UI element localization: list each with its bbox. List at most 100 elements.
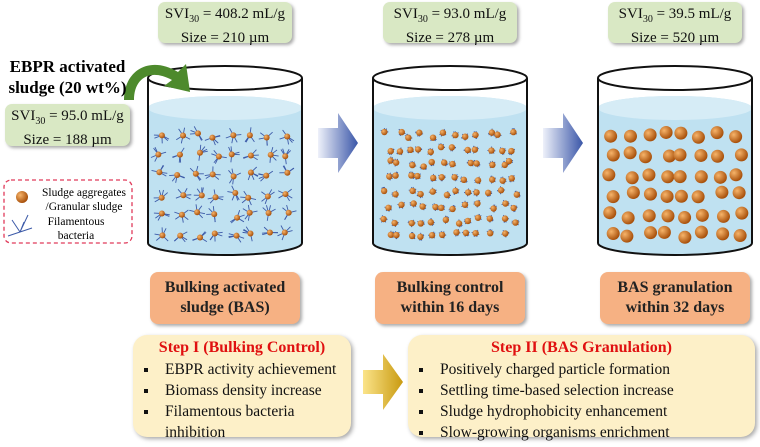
sludge-particle bbox=[449, 160, 456, 168]
sludge-particle bbox=[488, 176, 496, 183]
stage-size: Size = 210 µm bbox=[180, 30, 270, 46]
sludge-particle bbox=[432, 203, 439, 211]
sludge-particle bbox=[695, 208, 709, 222]
water-surface bbox=[148, 96, 302, 120]
water-surface bbox=[373, 96, 527, 120]
sludge-particle bbox=[694, 170, 708, 184]
sludge-particle bbox=[408, 172, 415, 179]
step-1-box: Step I (Bulking Control) EBPR activity a… bbox=[133, 335, 351, 441]
sludge-particle bbox=[158, 132, 165, 139]
sludge-particle bbox=[673, 148, 687, 162]
sludge-particle bbox=[156, 169, 163, 176]
sludge-particle bbox=[623, 129, 637, 143]
sludge-particle bbox=[282, 153, 289, 160]
sludge-particle bbox=[673, 170, 687, 184]
sludge-particle bbox=[678, 211, 692, 225]
sludge-particle bbox=[439, 129, 447, 136]
sludge-particle bbox=[245, 194, 252, 201]
sludge-particle bbox=[284, 169, 291, 176]
sludge-particle bbox=[713, 170, 727, 184]
sludge-particle bbox=[464, 217, 472, 225]
sludge-particle bbox=[246, 132, 253, 139]
step-1-item: EBPR activity achievement bbox=[159, 359, 351, 380]
sludge-particle bbox=[158, 210, 165, 217]
svi-label: SVI bbox=[164, 6, 190, 22]
sludge-particle bbox=[427, 148, 434, 156]
sludge-particle bbox=[625, 171, 639, 185]
sludge-particle bbox=[494, 131, 501, 138]
sludge-particle bbox=[211, 230, 218, 237]
sludge-particle bbox=[474, 200, 481, 207]
sludge-particle bbox=[385, 204, 392, 211]
sludge-particle bbox=[513, 191, 521, 198]
step-1-title: Step I (Bulking Control) bbox=[158, 339, 326, 356]
input-svi-box: SVI30 = 95.0 mL/g Size = 188 µm bbox=[5, 104, 130, 148]
sludge-particle bbox=[467, 159, 475, 167]
sludge-particle bbox=[176, 151, 183, 158]
sludge-particle bbox=[453, 229, 460, 236]
sludge-particle bbox=[497, 187, 505, 194]
sludge-particle bbox=[408, 219, 415, 227]
sludge-particle bbox=[198, 192, 205, 199]
water-surface bbox=[598, 96, 752, 120]
sludge-particle bbox=[735, 206, 749, 220]
step-1-list: EBPR activity achievementBiomass density… bbox=[133, 359, 351, 443]
sludge-particle bbox=[462, 229, 470, 237]
sludge-particle bbox=[437, 143, 445, 151]
sludge-particle bbox=[380, 215, 387, 223]
sludge-particle bbox=[405, 134, 412, 141]
sludge-particle bbox=[428, 232, 436, 239]
stage-label-line-2: sludge (BAS) bbox=[180, 299, 270, 316]
sludge-particle bbox=[472, 229, 479, 237]
sludge-particle bbox=[417, 190, 424, 198]
sludge-particle bbox=[407, 146, 414, 154]
legend-box bbox=[3, 179, 133, 244]
sludge-particle bbox=[391, 219, 398, 227]
sludge-particle bbox=[638, 150, 652, 164]
sludge-particle bbox=[387, 231, 395, 238]
sludge-particle bbox=[443, 191, 451, 199]
sludge-particle bbox=[393, 231, 400, 239]
sludge-particle bbox=[452, 131, 459, 139]
sludge-particle bbox=[380, 187, 388, 195]
sludge-particle bbox=[678, 230, 692, 244]
sludge-particle bbox=[512, 219, 519, 226]
sludge-particle bbox=[715, 185, 729, 199]
sludge-particle bbox=[606, 190, 620, 204]
sludge-particle bbox=[212, 194, 219, 201]
sludge-particle bbox=[691, 130, 705, 144]
sludge-particle bbox=[474, 214, 482, 221]
sludge-particle bbox=[414, 172, 421, 180]
sludge-particle bbox=[471, 146, 479, 153]
sludge-particle bbox=[438, 231, 446, 239]
svi-value: = 95.0 mL/g bbox=[45, 108, 124, 124]
sludge-particle bbox=[488, 129, 496, 136]
stage-svi-line: SVI30 = 39.5 mL/g bbox=[608, 5, 742, 29]
sludge-particle bbox=[285, 209, 292, 216]
sludge-particle bbox=[508, 147, 515, 155]
sludge-particle bbox=[464, 146, 471, 154]
sludge-particle bbox=[284, 133, 291, 140]
green-curved-arrow bbox=[124, 64, 190, 100]
sludge-particle bbox=[266, 229, 273, 236]
step-2-item: Sludge hydrophobicity enhancement bbox=[434, 401, 755, 422]
legend-filaments: Filamentous bacteria bbox=[47, 216, 105, 242]
sludge-particle bbox=[215, 153, 222, 160]
sludge-particle bbox=[474, 177, 482, 184]
sludge-particle bbox=[449, 205, 456, 213]
sludge-particle bbox=[455, 220, 463, 227]
sludge-particle bbox=[510, 204, 517, 212]
sludge-particle bbox=[716, 209, 730, 223]
stage-label-line-2: within 32 days bbox=[625, 299, 725, 316]
sludge-particle bbox=[197, 234, 204, 241]
step-2-item: Slow-growing organisms enrichment bbox=[434, 422, 755, 443]
sludge-particle bbox=[420, 163, 427, 170]
sludge-particle bbox=[505, 157, 513, 165]
sludge-particle bbox=[438, 204, 445, 212]
sludge-particle bbox=[674, 126, 688, 140]
stage-label-line-1: Bulking control bbox=[396, 279, 504, 296]
sludge-particle bbox=[234, 214, 241, 221]
sludge-particle bbox=[711, 149, 725, 163]
sludge-particle bbox=[604, 129, 618, 143]
stage-2-svi-box: SVI30 = 93.0 mL/g Size = 278 µm bbox=[383, 2, 517, 46]
